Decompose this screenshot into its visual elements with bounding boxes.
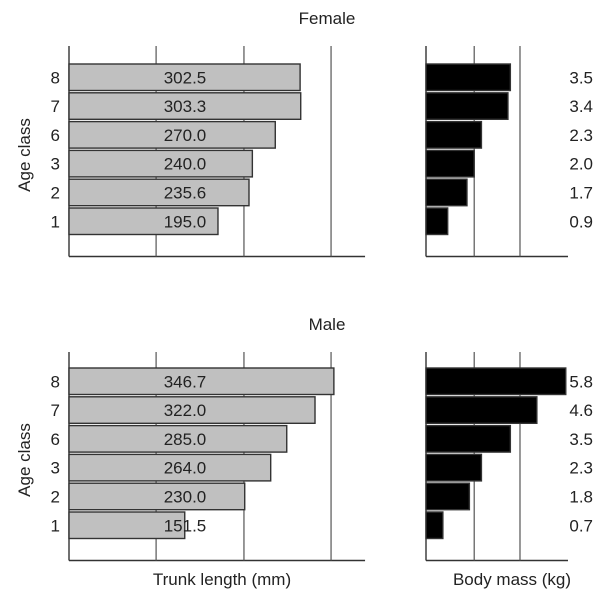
female-trunk-length-value-label: 270.0 — [164, 126, 207, 145]
female-title: Female — [299, 9, 356, 28]
female-trunk-length-value-label: 240.0 — [164, 155, 207, 174]
male-body-mass-value-label: 4.6 — [569, 401, 593, 420]
male-trunk-length-value-label: 264.0 — [164, 459, 207, 478]
female-body-mass-value-label: 3.5 — [569, 68, 593, 87]
male-trunk-length-bar-2 — [68, 482, 246, 511]
female-body-mass-bar-7 — [425, 92, 509, 121]
female-body-mass-value-label: 1.7 — [569, 183, 593, 202]
female-trunk-length-value-label: 235.6 — [164, 183, 207, 202]
female-trunk-length-category-label: 1 — [51, 212, 60, 231]
female-trunk-length-value-label: 302.5 — [164, 68, 207, 87]
female-trunk-length-category-label: 2 — [51, 183, 60, 202]
male-body-mass-value-label: 5.8 — [569, 372, 593, 391]
female-body-mass-value-label: 0.9 — [569, 212, 593, 231]
male-body-mass-value-label: 0.7 — [569, 516, 593, 535]
female-trunk-length-category-label: 7 — [51, 97, 60, 116]
female-trunk-length-bar-2 — [68, 178, 250, 207]
female-trunk-length-bar-3 — [68, 149, 254, 178]
male-trunk-length-bar-8 — [68, 367, 335, 396]
body-mass-x-axis-label: Body mass (kg) — [453, 570, 571, 589]
male-body-mass-bar-2 — [425, 482, 471, 511]
female-trunk-length-bar-6 — [68, 120, 276, 149]
male-body-mass-bar-1 — [425, 511, 444, 540]
male-body-mass-bar-3 — [425, 453, 483, 482]
female-trunk-length-category-label: 8 — [51, 68, 60, 87]
female-trunk-length-category-label: 3 — [51, 155, 60, 174]
male-trunk-length-value-label: 285.0 — [164, 430, 207, 449]
male-title: Male — [309, 315, 346, 334]
male-body-mass-bar-6 — [425, 424, 512, 453]
male-body-mass-value-label: 3.5 — [569, 430, 593, 449]
female-body-mass-value-label: 3.4 — [569, 97, 593, 116]
female-trunk-length-category-label: 6 — [51, 126, 60, 145]
female-body-mass-bar-2 — [425, 178, 468, 207]
male-trunk-length-category-label: 2 — [51, 487, 60, 506]
female-body-mass-value-label: 2.3 — [569, 126, 593, 145]
female-trunk-length-value-label: 303.3 — [164, 97, 207, 116]
male-y-axis-label: Age class — [15, 423, 34, 497]
female-y-axis-label: Age class — [15, 118, 34, 192]
female-trunk-length-value-label: 195.0 — [164, 212, 207, 231]
male-body-mass-value-label: 1.8 — [569, 487, 593, 506]
male-trunk-length-category-label: 1 — [51, 516, 60, 535]
male-trunk-length-category-label: 6 — [51, 430, 60, 449]
male-trunk-length-category-label: 3 — [51, 459, 60, 478]
male-body-mass-value-label: 2.3 — [569, 459, 593, 478]
male-trunk-length-value-label: 151.5 — [164, 516, 207, 535]
male-trunk-length-value-label: 322.0 — [164, 401, 207, 420]
male-trunk-length-category-label: 8 — [51, 372, 60, 391]
trunk-length-x-axis-label: Trunk length (mm) — [153, 570, 291, 589]
male-trunk-length-value-label: 346.7 — [164, 372, 207, 391]
male-trunk-length-bar-7 — [68, 396, 316, 424]
male-trunk-length-bar-3 — [68, 453, 272, 482]
female-trunk-length-bar-7 — [68, 92, 302, 121]
female-body-mass-bar-3 — [425, 149, 475, 178]
male-trunk-length-category-label: 7 — [51, 401, 60, 420]
male-body-mass-bar-8 — [425, 367, 567, 396]
female-body-mass-bar-1 — [425, 207, 449, 236]
female-body-mass-value-label: 2.0 — [569, 155, 593, 174]
female-trunk-length-bar-1 — [68, 207, 219, 236]
male-trunk-length-bar-6 — [68, 424, 288, 453]
female-body-mass-bar-6 — [425, 120, 483, 149]
female-body-mass-bar-8 — [425, 63, 512, 92]
female-trunk-length-bar-8 — [68, 63, 301, 92]
male-trunk-length-value-label: 230.0 — [164, 487, 207, 506]
male-trunk-length-bar-1 — [68, 511, 186, 540]
male-body-mass-bar-7 — [425, 396, 538, 424]
